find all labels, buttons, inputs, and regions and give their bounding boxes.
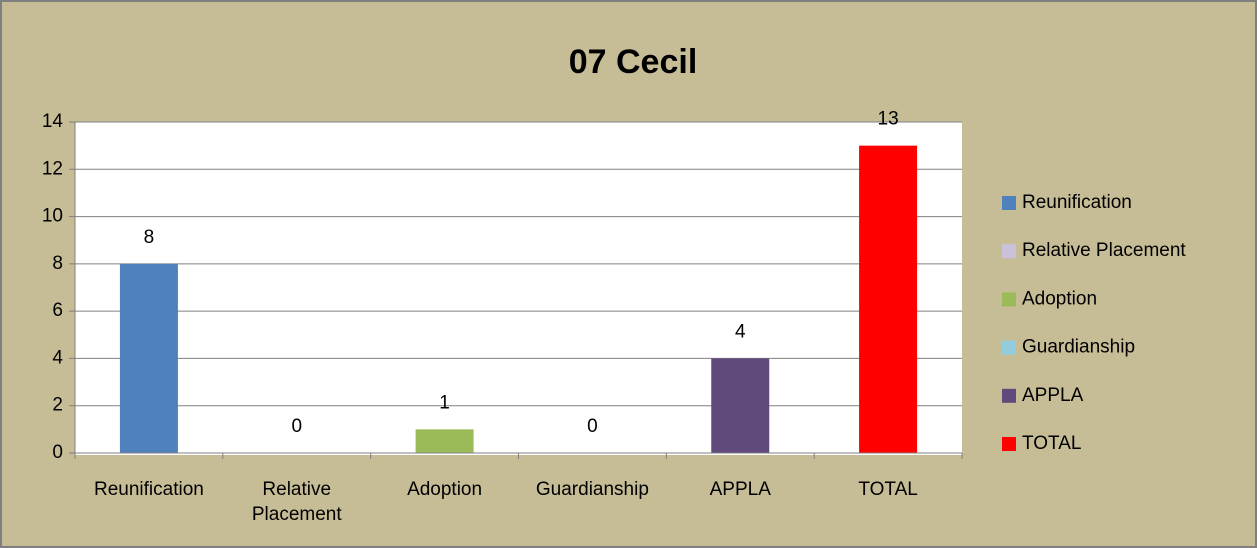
legend-swatch [1002, 340, 1016, 355]
bar [119, 263, 178, 453]
y-tick-label: 6 [52, 300, 63, 321]
chart-title: 07 Cecil [569, 43, 698, 81]
x-tick-label: Guardianship [535, 479, 649, 500]
bar [859, 145, 918, 453]
y-tick-label: 2 [52, 395, 63, 416]
bar [415, 429, 474, 453]
legend-label: APPLA [1022, 385, 1084, 406]
x-tick-label: Reunification [93, 479, 204, 500]
value-label: 0 [587, 416, 598, 437]
bar [711, 358, 770, 453]
value-label: 13 [878, 109, 899, 130]
legend-label: Reunification [1022, 192, 1132, 213]
y-tick-label: 12 [42, 158, 63, 179]
value-label: 0 [291, 416, 302, 437]
y-tick-label: 4 [52, 347, 63, 368]
x-tick-label: APPLA [709, 479, 771, 500]
x-tick-label: Relative Placement [251, 479, 342, 525]
y-tick-label: 14 [42, 111, 64, 132]
legend-swatch [1002, 196, 1016, 210]
legend-label: Relative Placement [1022, 240, 1186, 261]
value-label: 1 [439, 392, 450, 413]
plot-area [75, 122, 962, 455]
legend-label: Adoption [1022, 288, 1097, 309]
y-tick-label: 8 [52, 253, 63, 274]
value-label: 8 [144, 227, 155, 248]
legend-label: Guardianship [1022, 337, 1135, 358]
x-tick-label: Adoption [407, 479, 483, 500]
y-tick-label: 10 [42, 206, 63, 227]
legend-swatch [1002, 292, 1016, 307]
legend-swatch [1002, 244, 1016, 259]
value-label: 4 [735, 321, 746, 342]
y-tick-label: 0 [52, 442, 63, 463]
legend-label: TOTAL [1022, 433, 1081, 454]
legend-swatch [1002, 437, 1016, 451]
x-tick-label: TOTAL [858, 479, 918, 500]
legend-swatch [1002, 388, 1016, 403]
